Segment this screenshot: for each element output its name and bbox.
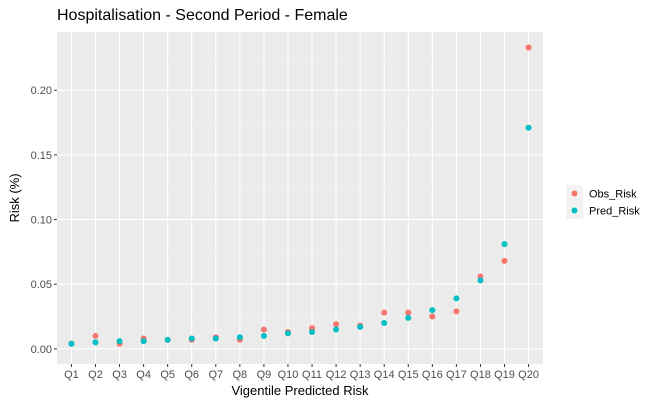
legend-marker-obs-risk [571,190,578,197]
point-pred-risk [333,326,340,333]
x-axis-title: Vigentile Predicted Risk [231,383,369,398]
point-obs-risk [405,309,412,316]
point-obs-risk [525,44,532,51]
point-pred-risk [140,338,147,345]
point-pred-risk [188,335,195,342]
point-obs-risk [501,257,508,264]
x-tick-label: Q10 [278,369,299,381]
x-tick-label: Q1 [64,369,79,381]
point-pred-risk [236,334,243,341]
point-pred-risk [525,124,532,131]
legend-label-obs-risk: Obs_Risk [589,189,637,201]
x-tick-label: Q11 [302,369,322,381]
chart-title: Hospitalisation - Second Period - Female [57,7,348,24]
x-tick-label: Q9 [257,369,272,381]
x-tick-label: Q8 [233,369,248,381]
point-pred-risk [477,277,484,284]
point-obs-risk [333,321,340,328]
point-pred-risk [212,335,219,342]
y-tick-label: 0.15 [31,150,52,162]
x-tick-label: Q20 [518,369,539,381]
x-tick-label: Q14 [374,369,395,381]
point-pred-risk [92,339,99,346]
point-pred-risk [357,323,364,330]
legend-marker-pred-risk [571,207,578,214]
x-tick-label: Q2 [88,369,103,381]
point-pred-risk [116,338,123,345]
point-pred-risk [284,330,291,337]
point-pred-risk [429,307,436,314]
data-points [68,44,532,347]
x-tick-label: Q4 [136,369,151,381]
point-pred-risk [164,336,171,343]
legend: Obs_Risk Pred_Risk [566,185,640,219]
y-tick-label: 0.05 [31,279,52,291]
legend-label-pred-risk: Pred_Risk [589,206,640,218]
point-pred-risk [381,320,388,327]
point-obs-risk [429,313,436,320]
point-obs-risk [381,309,388,316]
y-tick-label: 0.20 [31,85,52,97]
plot-panel [57,32,543,364]
y-tick-label: 0.10 [31,215,52,227]
point-pred-risk [260,332,267,339]
point-pred-risk [68,340,75,347]
x-tick-label: Q19 [494,369,515,381]
x-tick-label: Q13 [350,369,371,381]
x-tick-label: Q7 [208,369,223,381]
point-pred-risk [501,241,508,248]
y-axis: 0.00 0.05 0.10 0.15 0.20 [31,85,57,356]
x-tick-label: Q16 [422,369,443,381]
minor-gridlines [57,57,543,317]
point-obs-risk [453,308,460,315]
x-axis: Q1 Q2 Q3 Q4 Q5 Q6 Q7 Q8 Q9 Q10 Q11 Q12 Q13 Q14 Q15 Q16 Q… [64,364,539,381]
x-tick-label: Q12 [326,369,347,381]
x-tick-label: Q6 [184,369,199,381]
y-tick-label: 0.00 [31,344,52,356]
x-tick-label: Q3 [112,369,127,381]
y-axis-title: Risk (%) [7,173,22,222]
x-tick-label: Q18 [470,369,491,381]
x-tick-label: Q17 [446,369,467,381]
x-tick-label: Q5 [160,369,175,381]
point-obs-risk [260,326,267,333]
point-obs-risk [92,332,99,339]
point-pred-risk [453,295,460,302]
point-pred-risk [309,329,316,336]
point-pred-risk [405,314,412,321]
x-tick-label: Q15 [398,369,419,381]
